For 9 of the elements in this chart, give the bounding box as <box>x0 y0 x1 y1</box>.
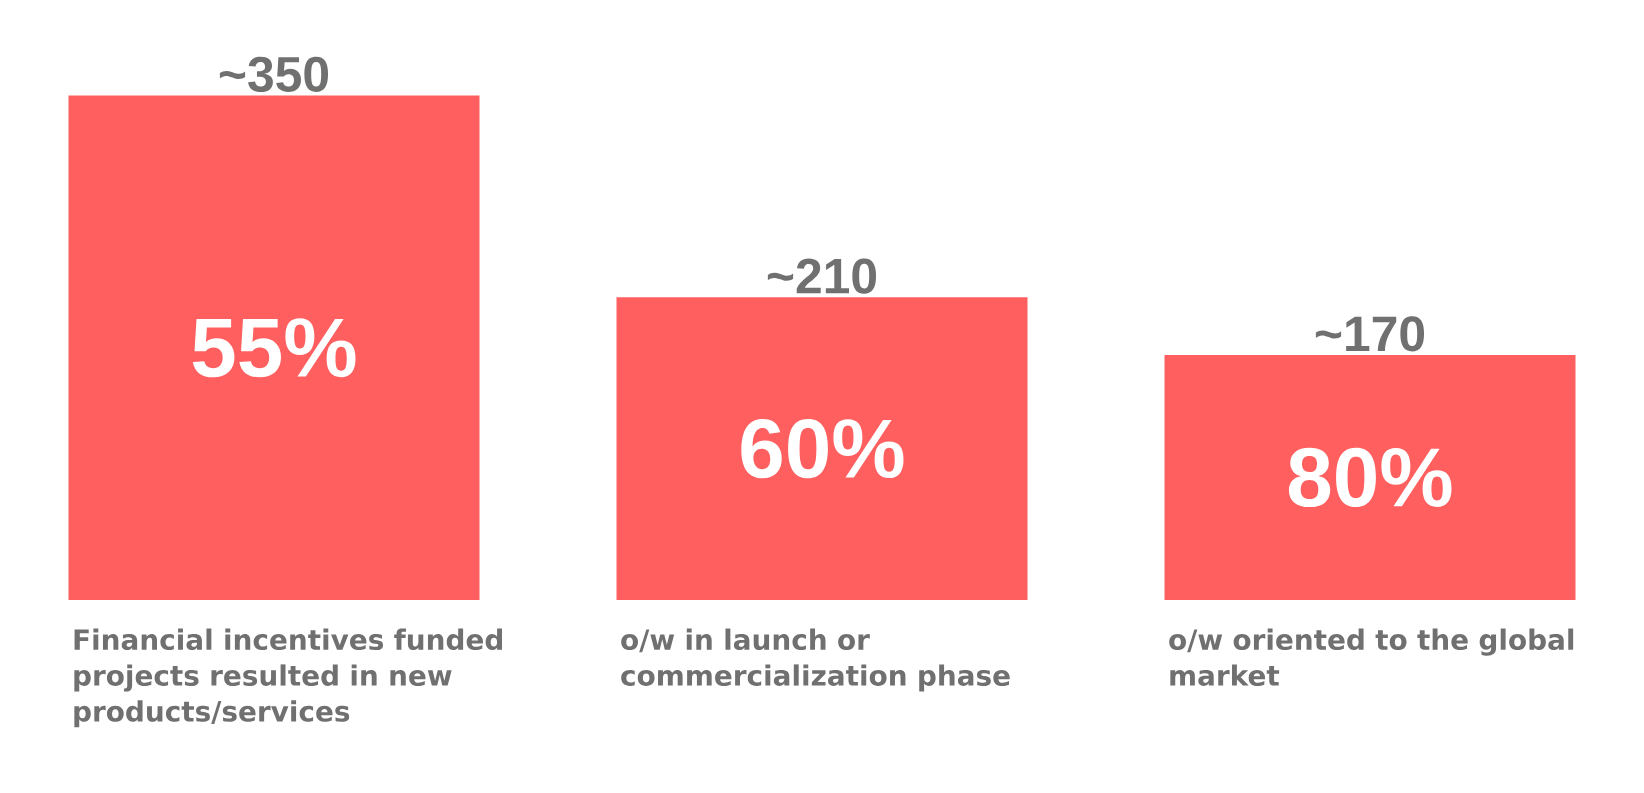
annotation: 80% <box>1288 447 1452 508</box>
data-label: ~210 <box>767 258 877 294</box>
x-tick-label: Financial incentives funded projects resulted in new products/services <box>74 628 502 728</box>
x-tick-label: o/w in launch or commercialization phase <box>621 628 1010 692</box>
data-label: ~350 <box>219 56 329 93</box>
data-label: ~170 <box>1315 316 1425 352</box>
x-tick-label: o/w oriented to the global market <box>1169 628 1574 686</box>
annotation: 55% <box>192 318 356 378</box>
annotation: 60% <box>741 419 904 479</box>
